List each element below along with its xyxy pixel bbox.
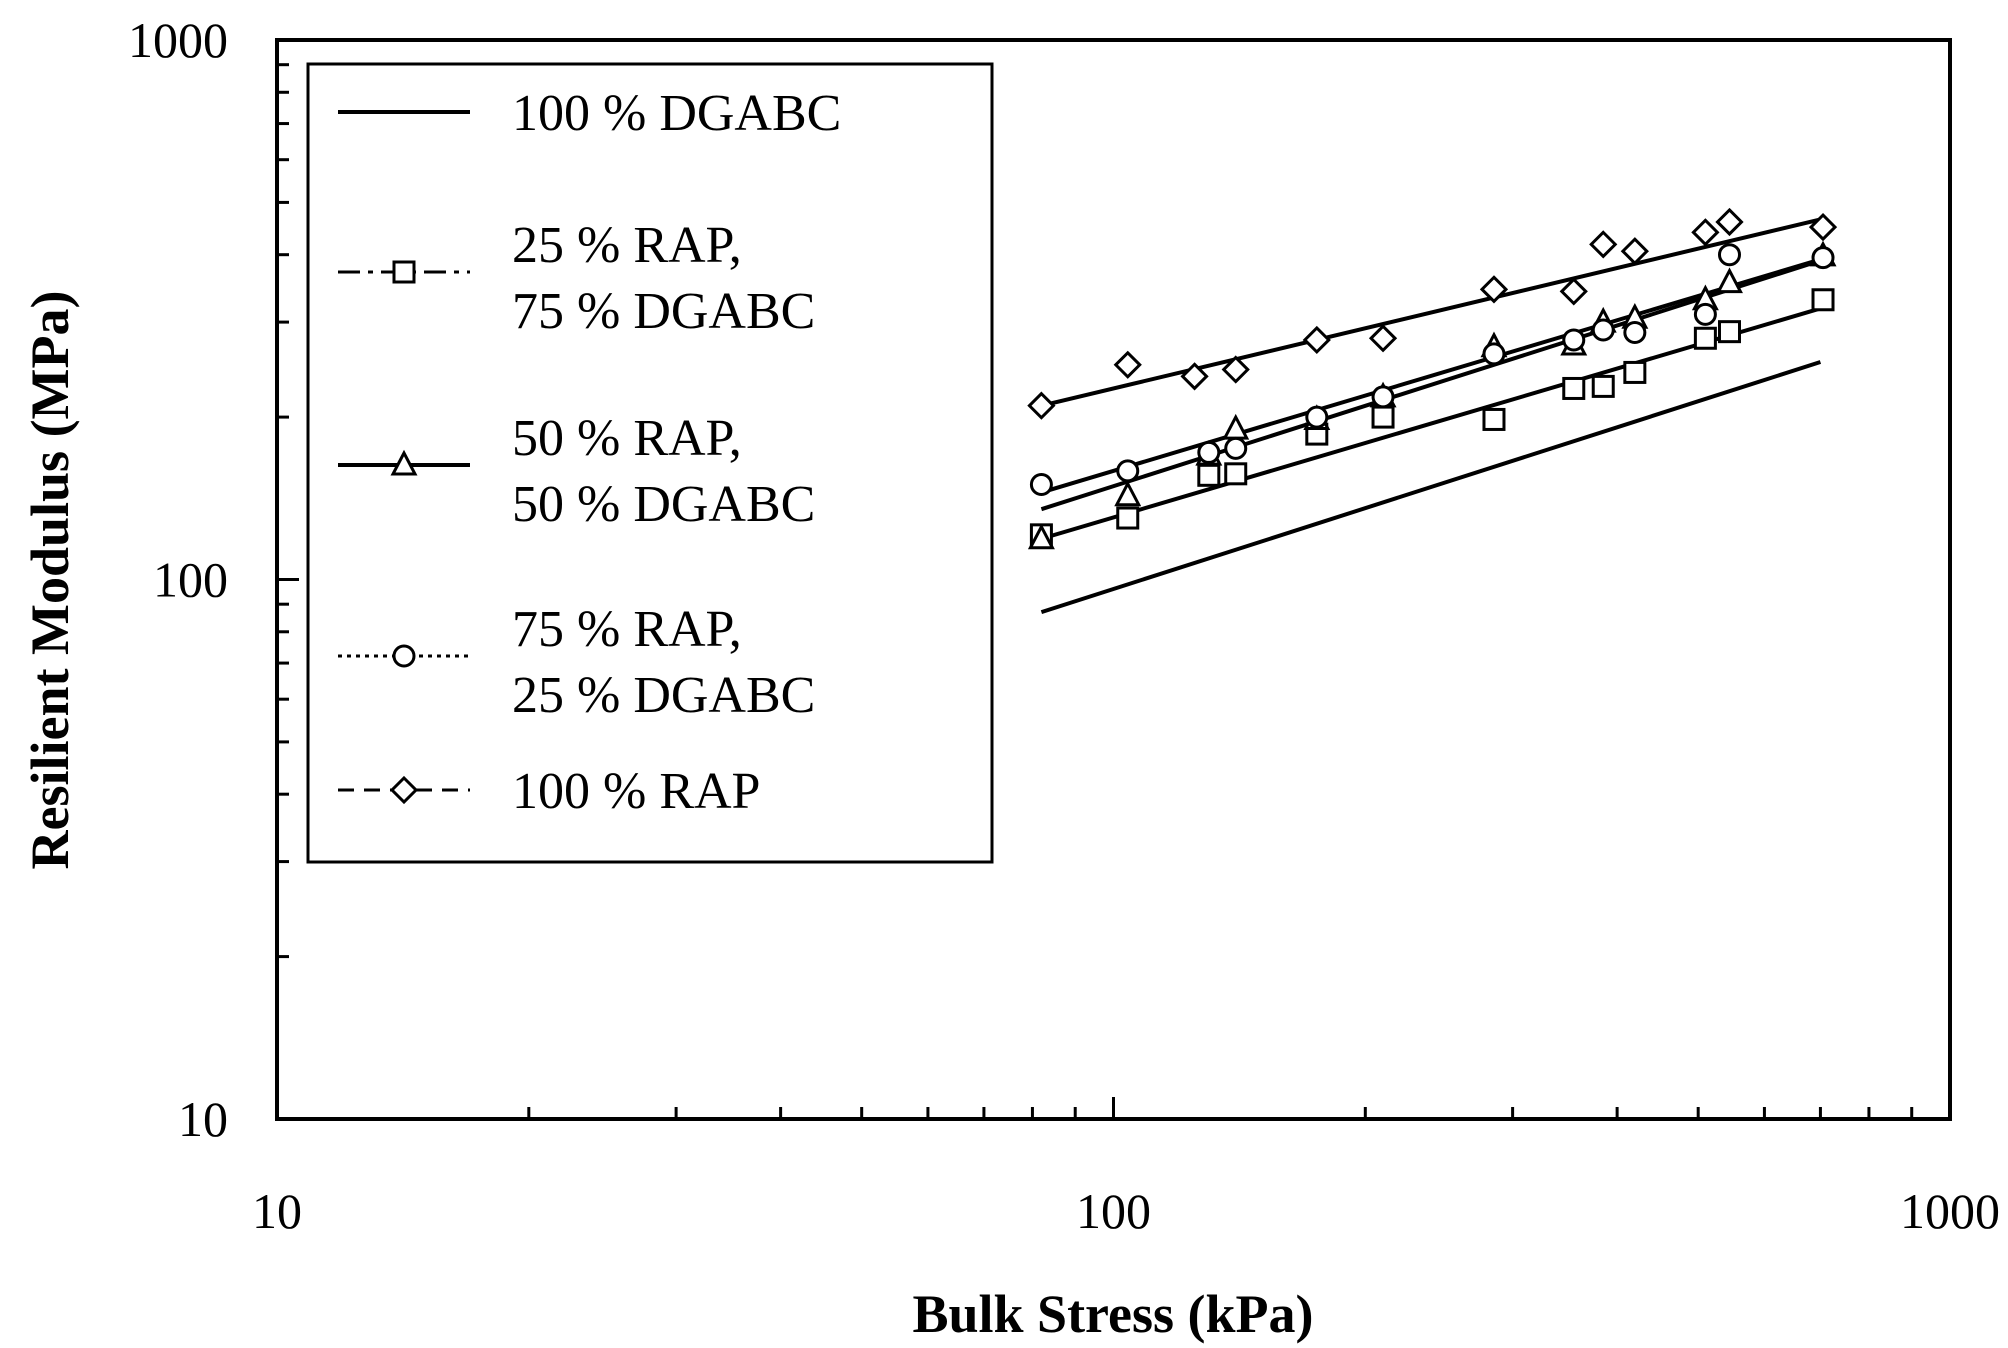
minor-ticks bbox=[275, 38, 1952, 1121]
legend-marker-rap-50 bbox=[390, 449, 418, 476]
data-point-rap-25 bbox=[1591, 374, 1615, 398]
legend: 100 % DGABC 25 % RAP, 75 % DGABC 50 % RAP, 5… bbox=[306, 62, 994, 864]
data-point-rap-100 bbox=[1559, 277, 1588, 306]
data-point-rap-100 bbox=[1589, 230, 1618, 259]
data-point-rap-75 bbox=[1224, 436, 1248, 460]
data-point-rap-75 bbox=[1371, 385, 1395, 409]
data-point-rap-25 bbox=[1224, 462, 1248, 486]
data-point-rap-100 bbox=[1620, 237, 1649, 266]
data-point-rap-100 bbox=[1180, 362, 1209, 391]
data-point-rap-100 bbox=[1691, 218, 1720, 247]
x-tick-label: 100 bbox=[1076, 1183, 1151, 1239]
data-point-rap-75 bbox=[1811, 246, 1835, 270]
data-point-rap-100 bbox=[1715, 207, 1744, 237]
data-point-rap-75 bbox=[1029, 472, 1053, 496]
data-point-rap-100 bbox=[1479, 275, 1509, 304]
data-point-rap-100 bbox=[1027, 391, 1056, 420]
data-point-rap-100 bbox=[1368, 324, 1398, 353]
y-tick-labels: 10 100 1000 bbox=[128, 12, 228, 1147]
legend-label-rap-25: 25 % RAP, 75 % DGABC bbox=[512, 217, 815, 340]
legend-label-rap-75: 75 % RAP, 25 % DGABC bbox=[512, 601, 815, 724]
data-point-rap-25 bbox=[1482, 407, 1506, 431]
fit-line-rap-25 bbox=[1040, 306, 1821, 541]
y-tick-label: 10 bbox=[178, 1091, 228, 1147]
data-point-rap-25 bbox=[1197, 463, 1221, 487]
data-point-rap-25 bbox=[1116, 506, 1140, 530]
data-point-rap-100 bbox=[1302, 325, 1331, 355]
data-point-rap-25 bbox=[1623, 360, 1647, 384]
legend-items: 100 % DGABC 25 % RAP, 75 % DGABC 50 % RAP, 5… bbox=[338, 85, 841, 820]
data-point-rap-75 bbox=[1717, 243, 1741, 267]
legend-label-dgabc-100: 100 % DGABC bbox=[512, 85, 841, 142]
fit-line-rap-75 bbox=[1040, 257, 1821, 495]
data-point-rap-25 bbox=[1562, 376, 1586, 400]
x-tick-labels: 10 100 1000 bbox=[252, 1183, 2000, 1239]
y-tick-label: 1000 bbox=[128, 12, 228, 68]
data-point-rap-100 bbox=[1221, 355, 1250, 384]
x-tick-label: 10 bbox=[252, 1183, 302, 1239]
data-point-rap-25 bbox=[1371, 405, 1395, 429]
legend-marker-rap-25 bbox=[392, 260, 416, 284]
data-point-rap-75 bbox=[1116, 459, 1140, 483]
data-point-rap-50 bbox=[1027, 523, 1055, 550]
fit-lines bbox=[1040, 217, 1822, 615]
y-axis-title: Resilient Modulus (MPa) bbox=[20, 291, 80, 870]
data-point-rap-25 bbox=[1693, 326, 1717, 350]
data-points bbox=[1027, 207, 1838, 550]
fit-line-rap-50 bbox=[1040, 258, 1822, 512]
data-point-rap-75 bbox=[1591, 318, 1615, 342]
data-point-rap-75 bbox=[1305, 405, 1329, 429]
data-point-rap-25 bbox=[1811, 288, 1835, 312]
x-tick-label: 1000 bbox=[1900, 1183, 2000, 1239]
fit-line-rap-100 bbox=[1040, 217, 1821, 408]
data-point-rap-75 bbox=[1693, 302, 1717, 326]
y-tick-label: 100 bbox=[153, 552, 228, 608]
legend-marker-rap-75 bbox=[392, 644, 416, 668]
data-point-rap-75 bbox=[1482, 342, 1506, 366]
legend-label-rap-100: 100 % RAP bbox=[512, 763, 760, 820]
data-point-rap-50 bbox=[1114, 480, 1142, 507]
data-point-rap-50 bbox=[1716, 267, 1743, 294]
data-point-rap-100 bbox=[1113, 350, 1142, 379]
data-point-rap-25 bbox=[1717, 320, 1741, 344]
legend-marker-rap-100 bbox=[389, 775, 419, 805]
data-point-rap-75 bbox=[1623, 320, 1647, 344]
data-point-rap-75 bbox=[1197, 440, 1221, 464]
legend-label-rap-50: 50 % RAP, 50 % DGABC bbox=[512, 410, 815, 533]
data-point-rap-75 bbox=[1562, 328, 1586, 352]
fit-line-dgabc-100 bbox=[1040, 360, 1822, 615]
x-axis-title: Bulk Stress (kPa) bbox=[912, 1284, 1313, 1344]
data-point-rap-100 bbox=[1808, 212, 1838, 242]
